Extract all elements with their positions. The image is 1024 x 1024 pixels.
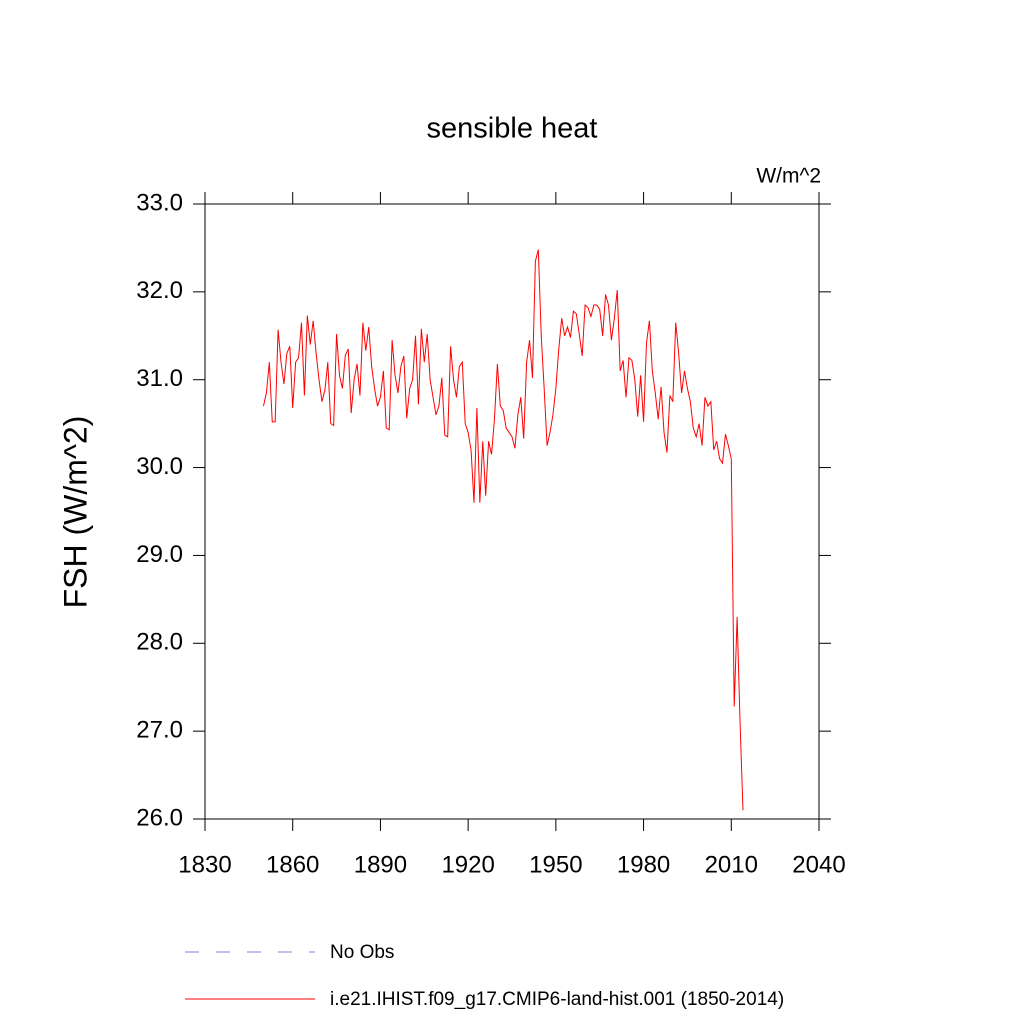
y-tick-label: 32.0	[136, 277, 183, 304]
plot-frame	[204, 203, 820, 820]
x-tick-label: 1920	[441, 851, 494, 878]
x-tick-label: 2010	[705, 851, 758, 878]
y-tick-label: 31.0	[136, 365, 183, 392]
units-label: W/m^2	[756, 165, 821, 188]
y-tick-label: 33.0	[136, 189, 183, 216]
x-tick-label: 2040	[792, 851, 845, 878]
y-tick-label: 28.0	[136, 629, 183, 656]
x-tick-label: 1890	[354, 851, 407, 878]
x-tick-label: 1980	[617, 851, 670, 878]
y-tick-label: 30.0	[136, 453, 183, 480]
chart-title: sensible heat	[427, 113, 598, 145]
data-line	[262, 249, 744, 811]
x-tick-label: 1950	[529, 851, 582, 878]
y-tick-label: 29.0	[136, 541, 183, 568]
y-tick-label: 27.0	[136, 716, 183, 743]
legend-label: i.e21.IHIST.f09_g17.CMIP6-land-hist.001 …	[330, 989, 784, 1010]
y-axis-label: FSH (W/m^2)	[57, 416, 93, 609]
legend-label: No Obs	[330, 942, 394, 963]
x-tick-label: 1830	[178, 851, 231, 878]
y-tick-label: 26.0	[136, 804, 183, 831]
x-tick-label: 1860	[266, 851, 319, 878]
